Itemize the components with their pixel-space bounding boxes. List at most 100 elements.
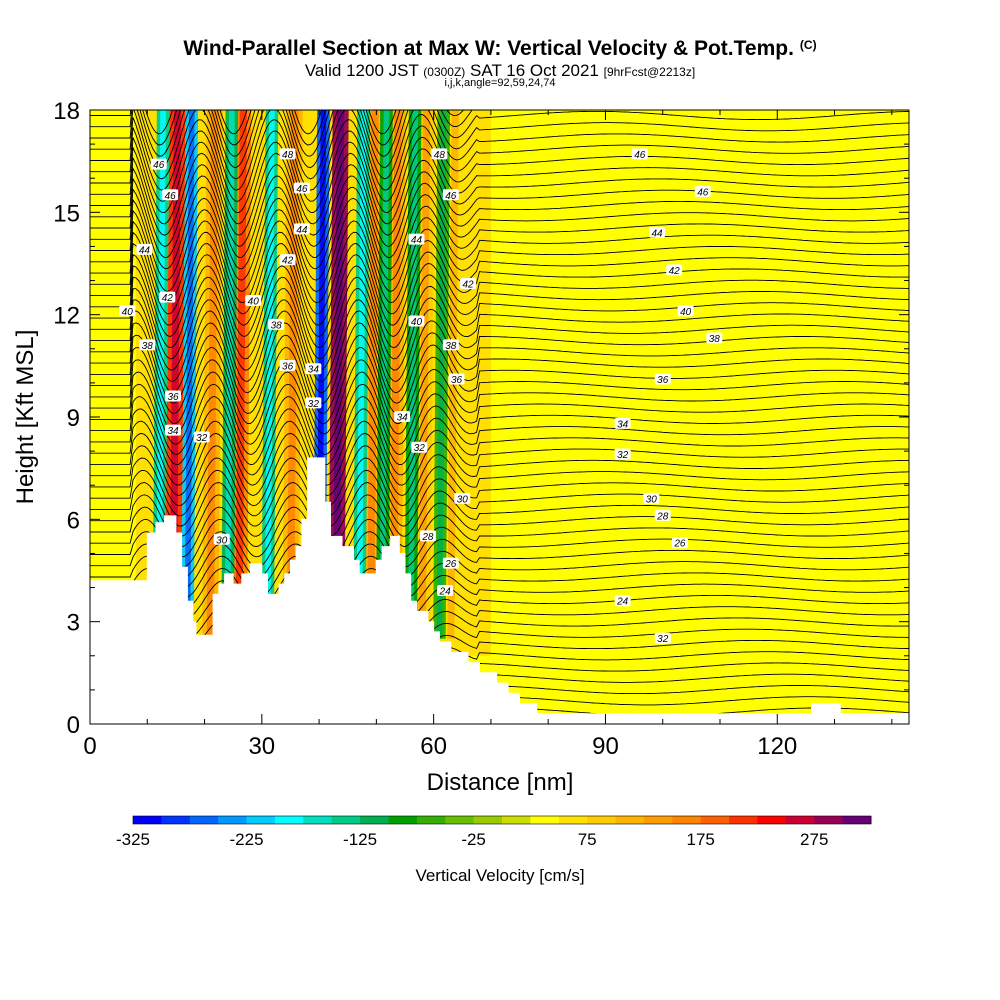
isentrope-line-17 [90, 494, 909, 548]
updraft-core-5 [367, 110, 379, 639]
contour-label-12-1: 26 [673, 539, 686, 550]
colorbar-swatch-4 [246, 816, 276, 824]
isentrope-line-53 [90, 110, 909, 157]
contour-label-7-3: 36 [657, 375, 669, 386]
contour-label-bg-0-0 [150, 158, 167, 170]
downdraft-core-5 [356, 110, 367, 639]
contour-label-0-1: 46 [165, 191, 177, 202]
contour-label-1-0: 48 [282, 150, 294, 161]
contour-label-11-0: 28 [421, 532, 434, 543]
colorbar-swatch-10 [416, 816, 446, 824]
colorbar-tick-1: -225 [230, 830, 264, 849]
forecast-info: [9hrFcst@2213z] [603, 65, 696, 79]
isentrope-line-35 [90, 276, 909, 360]
isentrope-line-16 [90, 506, 909, 558]
colorbar-swatch-13 [502, 816, 531, 824]
isentrope-line-27 [90, 371, 909, 445]
contour-label-4-2: 42 [462, 279, 474, 290]
contour-label-bg-14-0 [654, 632, 671, 644]
isentrope-line-19 [90, 469, 909, 527]
contour-label-3-0: 44 [139, 245, 151, 256]
contour-label-9-0: 32 [308, 399, 320, 410]
weak-column-2 [720, 110, 743, 724]
updraft-core-2 [235, 110, 247, 639]
contour-label-bg-1-1 [431, 148, 448, 160]
contour-label-bg-8-3 [614, 417, 631, 429]
y-tick-label-4: 12 [53, 303, 80, 330]
colorbar-swatch-11 [445, 816, 475, 824]
isentrope-line-21 [90, 445, 909, 507]
contour-label-bg-5-3 [677, 305, 694, 317]
contour-label-10-0: 30 [457, 494, 469, 505]
contour-label-3-3: 44 [651, 228, 663, 239]
contour-label-0-3: 46 [697, 187, 709, 198]
copyright-mark: (C) [799, 38, 817, 52]
y-tick-label-6: 18 [53, 98, 80, 125]
contour-label-bg-3-1 [293, 223, 310, 235]
contour-label-9-2: 32 [414, 443, 426, 454]
colorbar-swatch-19 [672, 816, 702, 824]
contour-label-0-0: 46 [153, 160, 165, 171]
y-tick-label-0: 0 [67, 712, 80, 739]
contour-label-5-1: 40 [248, 297, 260, 308]
colorbar-swatch-24 [814, 816, 844, 824]
contour-labels: 46 46 46 46 48 48 46 46 44 44 44 44 42 42 42 42 40 40 40 40… [119, 148, 723, 645]
contour-label-bg-8-2 [394, 411, 411, 422]
contour-label-7-1: 36 [282, 361, 294, 372]
colorbar-swatch-1 [161, 816, 191, 824]
weak-column-4 [863, 110, 887, 724]
contour-label-5-3: 40 [680, 307, 692, 318]
contour-label-bg-10-1 [213, 533, 230, 545]
contour-label-bg-7-3 [654, 373, 671, 385]
contour-label-bg-12-0 [442, 557, 459, 569]
contour-label-8-3: 34 [617, 419, 629, 430]
contour-label-bg-11-1 [654, 509, 671, 521]
weak-column-3 [794, 110, 818, 724]
contour-label-bg-0-1 [162, 189, 179, 201]
isentrope-line-36 [90, 265, 909, 349]
contour-label-bg-0-2 [631, 148, 648, 160]
y-axis-label: Height [Kft MSL] [12, 330, 39, 505]
valid-time: Valid 1200 JST [304, 61, 419, 80]
isentrope-line-52 [90, 110, 909, 169]
colorbar-frame [132, 815, 872, 825]
isentrope-line-12 [90, 555, 909, 599]
isentrope-line-23 [90, 420, 909, 486]
isentrope-line-15 [90, 518, 909, 568]
colorbar-swatch-22 [757, 816, 787, 824]
contour-label-bg-10-0 [454, 492, 471, 504]
colorbar-swatch-14 [530, 816, 560, 824]
contour-label-bg-13-0 [437, 584, 454, 596]
weak-column-0 [536, 110, 560, 724]
contour-label-6-3: 38 [709, 334, 721, 345]
contour-label-bg-3-2 [408, 233, 425, 245]
plot-area: 46 46 46 46 48 48 46 46 44 44 44 44 42 42 42 42 40 40 40 40… [90, 110, 909, 724]
updraft-core-0 [169, 110, 182, 639]
contour-label-7-0: 36 [167, 392, 179, 403]
colorbar-swatch-17 [615, 816, 645, 824]
contour-label-7-2: 36 [451, 375, 463, 386]
contour-label-13-1: 24 [616, 597, 629, 608]
isentrope-line-30 [90, 334, 909, 414]
contour-label-bg-3-3 [649, 226, 665, 238]
contour-label-bg-4-0 [279, 254, 296, 266]
contour-label-bg-13-1 [614, 595, 631, 607]
isentrope-line-11 [90, 568, 909, 609]
isentrope-line-41 [90, 209, 909, 292]
isentrope-line-32 [90, 310, 909, 394]
contour-label-2-0: 46 [296, 184, 308, 195]
contour-label-bg-8-1 [165, 424, 182, 436]
isentrope-line-28 [90, 359, 909, 435]
isentrope-line-46 [90, 152, 909, 236]
contour-label-bg-4-1 [159, 291, 176, 303]
updraft-core-7 [418, 110, 431, 639]
y-tick-label-2: 6 [67, 507, 80, 534]
x-tick-label-3: 90 [592, 733, 619, 760]
chart-title-text: Wind-Parallel Section at Max W: Vertical… [183, 37, 794, 60]
isentrope-line-37 [90, 253, 909, 337]
isentrope-line-38 [90, 242, 909, 326]
y-tick-label-1: 3 [67, 610, 80, 637]
contour-label-bg-12-1 [671, 537, 688, 549]
isentrope-line-33 [90, 299, 909, 382]
contour-label-bg-7-1 [279, 359, 296, 371]
